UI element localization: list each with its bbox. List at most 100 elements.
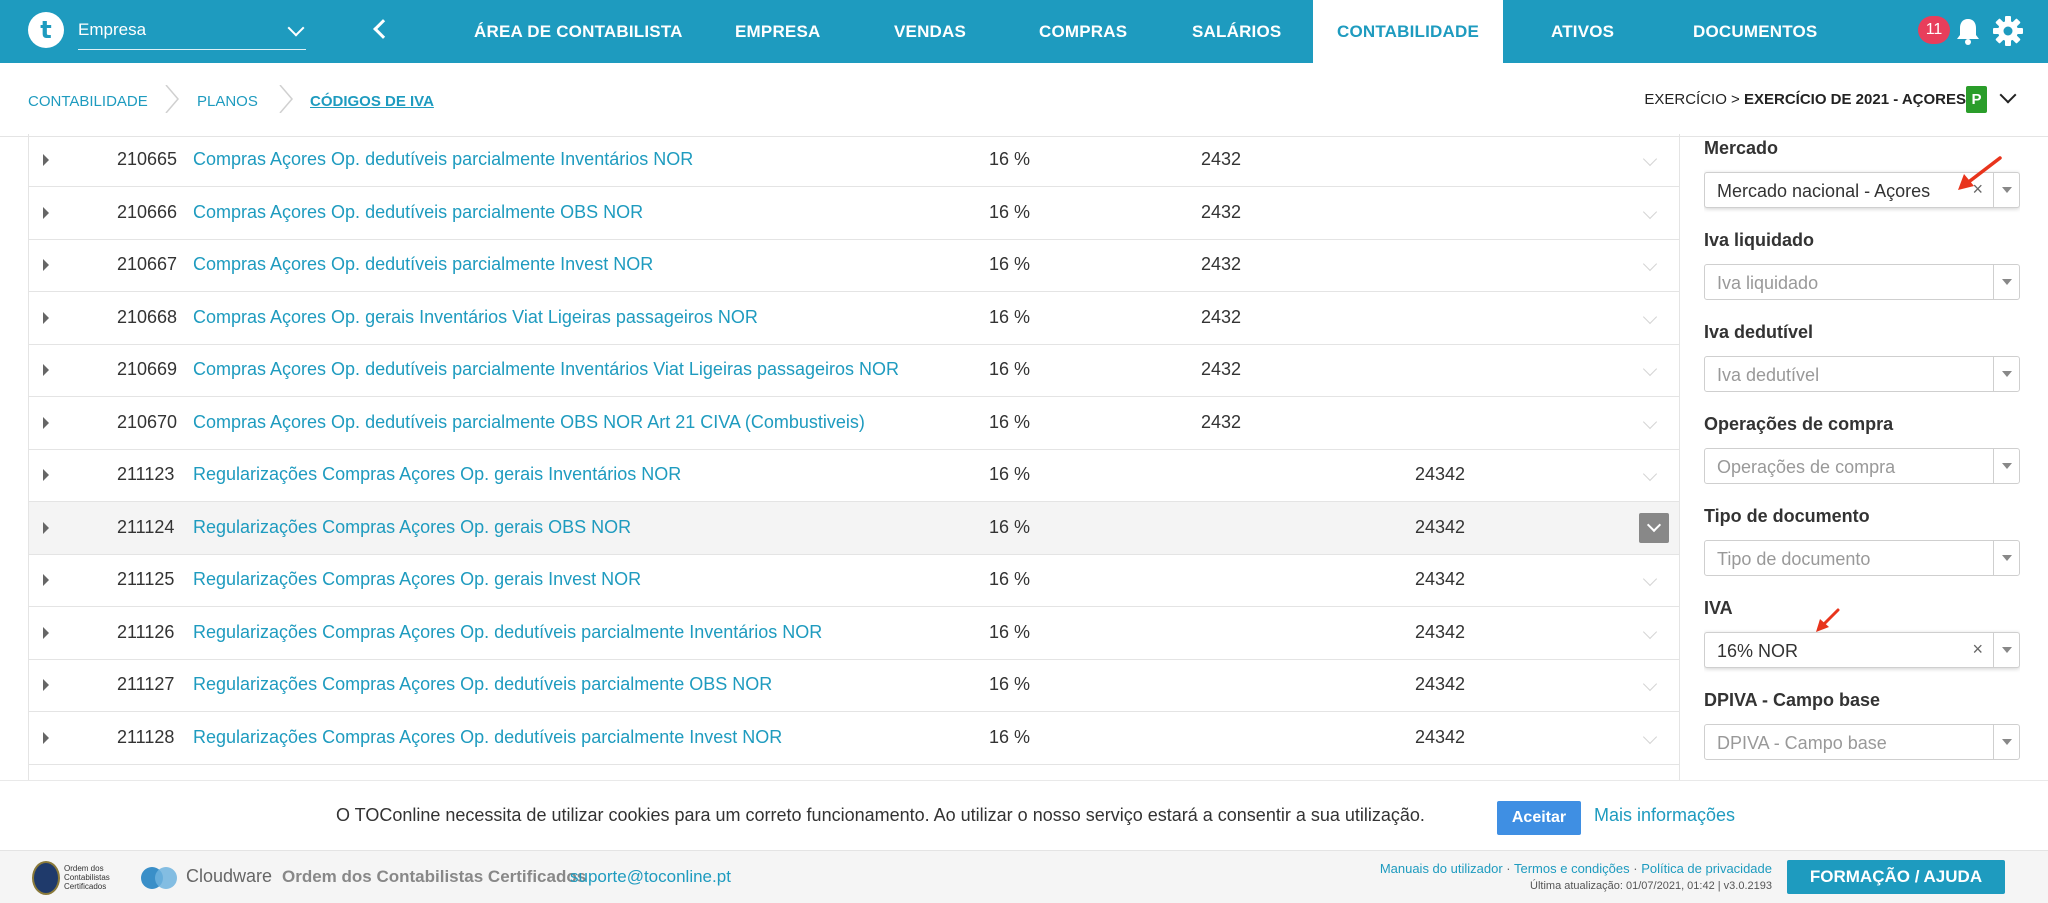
row-description[interactable]: Regularizações Compras Açores Op. dedutí…: [193, 621, 823, 642]
chevron-down-icon[interactable]: [1642, 361, 1658, 377]
breadcrumb-codigos-iva[interactable]: CÓDIGOS DE IVA: [310, 93, 434, 110]
iva-select[interactable]: 16% NOR ×: [1704, 632, 2020, 668]
notification-badge[interactable]: 11: [1918, 16, 1950, 44]
row-description[interactable]: Regularizações Compras Açores Op. dedutí…: [193, 726, 783, 747]
nav-documentos[interactable]: DOCUMENTOS: [1693, 21, 1818, 41]
table-row[interactable]: 211128 Regularizações Compras Açores Op. …: [29, 712, 1679, 765]
chevron-down-icon[interactable]: [1642, 204, 1658, 219]
chevron-down-icon[interactable]: [1642, 466, 1658, 482]
bell-icon[interactable]: [1954, 16, 1982, 46]
expand-caret-icon[interactable]: [43, 154, 49, 166]
chevron-down-icon[interactable]: [1642, 309, 1658, 324]
tipo-documento-select[interactable]: Tipo de documento: [1704, 540, 2020, 576]
dropdown-arrow-icon[interactable]: [1993, 265, 2019, 299]
table-row[interactable]: 210666 Compras Açores Op. dedutíveis parc…: [29, 187, 1679, 240]
row-description[interactable]: Compras Açores Op. dedutíveis parcialmen…: [193, 254, 654, 274]
row-rate: 16 %: [989, 516, 1031, 537]
chevron-down-icon[interactable]: [1642, 256, 1658, 272]
row-code: 211125: [117, 569, 175, 589]
iva-liquidado-select[interactable]: Iva liquidado: [1704, 264, 2020, 300]
row-description[interactable]: Compras Açores Op. dedutíveis parcialmen…: [193, 411, 865, 432]
exercise-selector[interactable]: EXERCÍCIO > EXERCÍCIO DE 2021 - AÇORES: [1644, 91, 1966, 108]
gear-icon[interactable]: [1992, 15, 2024, 47]
expand-caret-icon[interactable]: [43, 364, 49, 376]
support-email-link[interactable]: suporte@toconline.pt: [570, 867, 731, 886]
chevron-down-icon[interactable]: [1999, 86, 2017, 104]
row-description[interactable]: Compras Açores Op. dedutíveis parcialmen…: [193, 359, 900, 379]
chevron-down-icon[interactable]: [1642, 571, 1658, 587]
toconline-logo[interactable]: t: [28, 12, 64, 48]
iva-dedutivel-select[interactable]: Iva dedutível: [1704, 356, 2020, 392]
expand-caret-icon[interactable]: [43, 679, 49, 691]
row-description[interactable]: Regularizações Compras Açores Op. gerais…: [193, 516, 632, 537]
nav-salarios[interactable]: SALÁRIOS: [1192, 21, 1282, 41]
chevron-down-icon[interactable]: [1642, 729, 1658, 744]
row-description[interactable]: Regularizações Compras Açores Op. gerais…: [193, 569, 642, 589]
table-row[interactable]: 210668 Compras Açores Op. gerais Inventár…: [29, 292, 1679, 345]
row-account-a: 2432: [1201, 254, 1242, 274]
expand-caret-icon[interactable]: [43, 416, 49, 429]
row-rate: 16 %: [989, 569, 1031, 589]
clear-icon[interactable]: ×: [1972, 639, 1983, 659]
dropdown-arrow-icon[interactable]: [1993, 725, 2019, 759]
annotation-arrow-icon: [1816, 608, 1840, 632]
expand-caret-icon[interactable]: [43, 574, 49, 586]
table-row[interactable]: 211127 Regularizações Compras Açores Op. …: [29, 659, 1679, 712]
row-description[interactable]: Compras Açores Op. dedutíveis parcialmen…: [193, 201, 644, 222]
expand-caret-icon[interactable]: [43, 206, 49, 219]
manuals-link[interactable]: Manuais do utilizador: [1379, 861, 1503, 876]
row-description[interactable]: Regularizações Compras Açores Op. gerais…: [193, 464, 682, 484]
chevron-down-icon[interactable]: [1642, 414, 1658, 429]
operacoes-compra-select[interactable]: Operações de compra: [1704, 448, 2020, 484]
table-row[interactable]: 210665 Compras Açores Op. dedutíveis parc…: [29, 134, 1679, 187]
table-row[interactable]: 211123 Regularizações Compras Açores Op. …: [29, 449, 1679, 502]
dropdown-arrow-icon[interactable]: [1993, 173, 2019, 207]
row-description[interactable]: Compras Açores Op. dedutíveis parcialmen…: [193, 149, 694, 169]
expand-caret-icon[interactable]: [43, 731, 49, 744]
back-arrow-icon[interactable]: [373, 19, 393, 39]
dropdown-arrow-icon[interactable]: [1993, 633, 2019, 667]
table-row[interactable]: 210669 Compras Açores Op. dedutíveis parc…: [29, 344, 1679, 397]
row-description[interactable]: Regularizações Compras Açores Op. dedutí…: [193, 674, 773, 694]
nav-contabilidade[interactable]: CONTABILIDADE: [1313, 0, 1503, 63]
dropdown-arrow-icon[interactable]: [1993, 541, 2019, 575]
company-select[interactable]: Empresa: [78, 14, 306, 50]
expand-caret-icon[interactable]: [43, 311, 49, 324]
nav-area-contabilista[interactable]: ÁREA DE CONTABILISTA: [474, 21, 683, 41]
accept-cookies-button[interactable]: Aceitar: [1497, 801, 1581, 835]
table-row[interactable]: 211126 Regularizações Compras Açores Op. …: [29, 607, 1679, 660]
chevron-down-icon[interactable]: [1642, 624, 1658, 639]
expand-caret-icon[interactable]: [43, 626, 49, 639]
nav-compras[interactable]: COMPRAS: [1039, 21, 1128, 41]
privacy-link[interactable]: Política de privacidade: [1641, 861, 1772, 876]
row-actions-button[interactable]: [1639, 512, 1669, 543]
dropdown-arrow-icon[interactable]: [1993, 449, 2019, 483]
iva-dedutivel-placeholder: Iva dedutível: [1717, 365, 1820, 385]
expand-caret-icon[interactable]: [43, 469, 49, 481]
row-description[interactable]: Compras Açores Op. gerais Inventários Vi…: [193, 306, 758, 327]
clear-icon[interactable]: ×: [1972, 179, 1983, 199]
nav-ativos[interactable]: ATIVOS: [1551, 21, 1615, 41]
row-code: 210668: [117, 306, 178, 327]
chevron-down-icon[interactable]: [1642, 676, 1658, 692]
breadcrumb-planos[interactable]: PLANOS: [197, 93, 258, 110]
expand-caret-icon[interactable]: [43, 521, 49, 534]
breadcrumb: CONTABILIDADE PLANOS CÓDIGOS DE IVA EXER…: [0, 63, 2048, 137]
table-row[interactable]: 210670 Compras Açores Op. dedutíveis parc…: [29, 397, 1679, 450]
chevron-down-icon[interactable]: [1642, 151, 1658, 167]
table-row[interactable]: 210667 Compras Açores Op. dedutíveis parc…: [29, 239, 1679, 292]
nav-empresa[interactable]: EMPRESA: [735, 21, 821, 41]
more-info-link[interactable]: Mais informações: [1594, 805, 1736, 825]
terms-link[interactable]: Termos e condições: [1514, 861, 1630, 876]
row-code: 211128: [117, 726, 175, 747]
mercado-select[interactable]: Mercado nacional - Açores ×: [1704, 172, 2020, 208]
dpiva-select[interactable]: DPIVA - Campo base: [1704, 724, 2020, 760]
expand-caret-icon[interactable]: [43, 259, 49, 271]
help-button[interactable]: FORMAÇÃO / AJUDA: [1787, 860, 2005, 894]
table-row[interactable]: 211125 Regularizações Compras Açores Op. …: [29, 554, 1679, 607]
table-row[interactable]: 211124 Regularizações Compras Açores Op. …: [29, 501, 1679, 555]
breadcrumb-contabilidade[interactable]: CONTABILIDADE: [28, 93, 148, 110]
dropdown-arrow-icon[interactable]: [1993, 357, 2019, 391]
row-account-b: 24342: [1415, 464, 1466, 484]
nav-vendas[interactable]: VENDAS: [894, 21, 967, 41]
